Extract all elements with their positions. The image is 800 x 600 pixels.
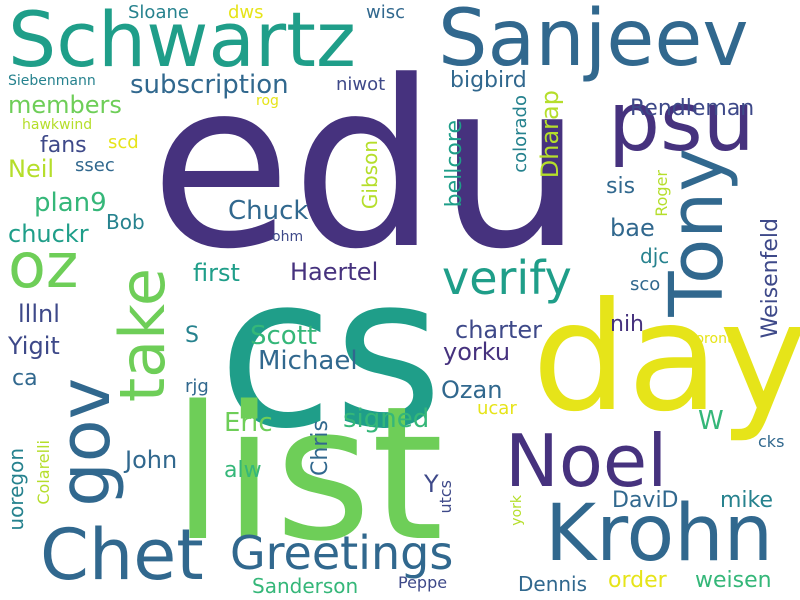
word-rendleman: Rendleman — [630, 96, 755, 121]
word-gibson: Gibson — [358, 140, 382, 210]
word-schwartz: Schwartz — [8, 0, 356, 84]
word-gov: gov — [44, 378, 126, 507]
word-york: york — [509, 495, 525, 526]
word-subscription: subscription — [130, 70, 289, 100]
word-weisen: weisen — [695, 568, 772, 593]
word-sco: sco — [630, 274, 661, 295]
word-ozan: Ozan — [441, 376, 503, 404]
word-wisc: wisc — [366, 2, 405, 23]
word-order: order — [608, 568, 667, 593]
word-plan9: plan9 — [34, 188, 107, 218]
word-y: Y — [424, 470, 439, 498]
word-chet: Chet — [40, 514, 204, 596]
word-chuckr: chuckr — [8, 220, 89, 248]
word-cs: cs — [218, 230, 443, 475]
word-yorku: yorku — [443, 338, 511, 366]
word-yigit: Yigit — [8, 332, 60, 360]
word-haertel: Haertel — [290, 258, 379, 286]
word-sanjeev: Sanjeev — [438, 0, 749, 84]
word-ca: ca — [12, 366, 38, 391]
word-neil: Neil — [8, 155, 55, 183]
word-scd: scd — [108, 132, 139, 153]
word-first: first — [193, 259, 240, 287]
word-ssec: ssec — [75, 155, 115, 176]
word-bob: Bob — [106, 210, 145, 234]
word-charter: charter — [455, 316, 543, 344]
word-w: W — [698, 406, 724, 436]
word-michael: Michael — [258, 346, 358, 376]
word-ohm: ohm — [272, 229, 304, 245]
word-djc: djc — [640, 244, 670, 268]
word-greetings: Greetings — [230, 526, 454, 580]
word-list: list — [172, 366, 444, 582]
word-chris: Chris — [308, 420, 333, 476]
word-uoregon: uoregon — [4, 448, 28, 531]
word-bigbird: bigbird — [450, 68, 527, 93]
word-bellcore: bellcore — [442, 120, 467, 208]
word-chuck: Chuck — [228, 196, 309, 226]
word-lllnl: lllnl — [18, 300, 60, 328]
word-day: day — [532, 271, 800, 445]
word-rog: rog — [256, 93, 279, 109]
word-cks: cks — [758, 432, 785, 451]
word-john: John — [125, 446, 178, 474]
word-krohn: Krohn — [545, 489, 774, 579]
word-sloane: Sloane — [128, 2, 189, 23]
word-noel: Noel — [505, 419, 668, 503]
word-signed: signed — [343, 404, 430, 434]
word-weisenfeld: Weisenfeld — [758, 218, 783, 339]
word-tony: Tony — [654, 148, 740, 317]
word-colorado: colorado — [510, 95, 531, 173]
word-dws: dws — [228, 2, 264, 23]
word-eric: Eric — [224, 408, 273, 438]
word-niwot: niwot — [336, 74, 386, 95]
word-oz: oz — [8, 229, 79, 302]
word-rjg: rjg — [185, 376, 209, 397]
word-roger: Roger — [652, 170, 671, 217]
word-psu: psu — [608, 75, 755, 170]
word-members: members — [8, 91, 122, 119]
word-hawkwind: hawkwind — [22, 117, 93, 133]
word-colarelli: Colarelli — [34, 440, 53, 505]
word-david: DaviD — [612, 488, 679, 513]
word-s: S — [185, 323, 199, 348]
word-sanderson: Sanderson — [252, 574, 359, 598]
word-peppe: Peppe — [398, 573, 448, 592]
word-bae: bae — [610, 214, 655, 242]
word-verify: verify — [442, 251, 572, 305]
word-edu: edu — [150, 33, 584, 300]
word-siebenmann: Siebenmann — [8, 73, 96, 89]
word-dennis: Dennis — [518, 572, 588, 596]
word-fans: fans — [40, 133, 87, 158]
word-mike: mike — [720, 488, 774, 513]
word-dharap: Dharap — [536, 90, 564, 179]
word-toronto: toronto — [690, 331, 741, 347]
word-ucar: ucar — [477, 398, 517, 419]
word-scott: Scott — [250, 321, 318, 351]
word-sis: sis — [606, 174, 636, 199]
word-nih: nih — [610, 312, 644, 337]
word-utcs: utcs — [436, 480, 455, 514]
word-alw: alw — [224, 458, 262, 483]
